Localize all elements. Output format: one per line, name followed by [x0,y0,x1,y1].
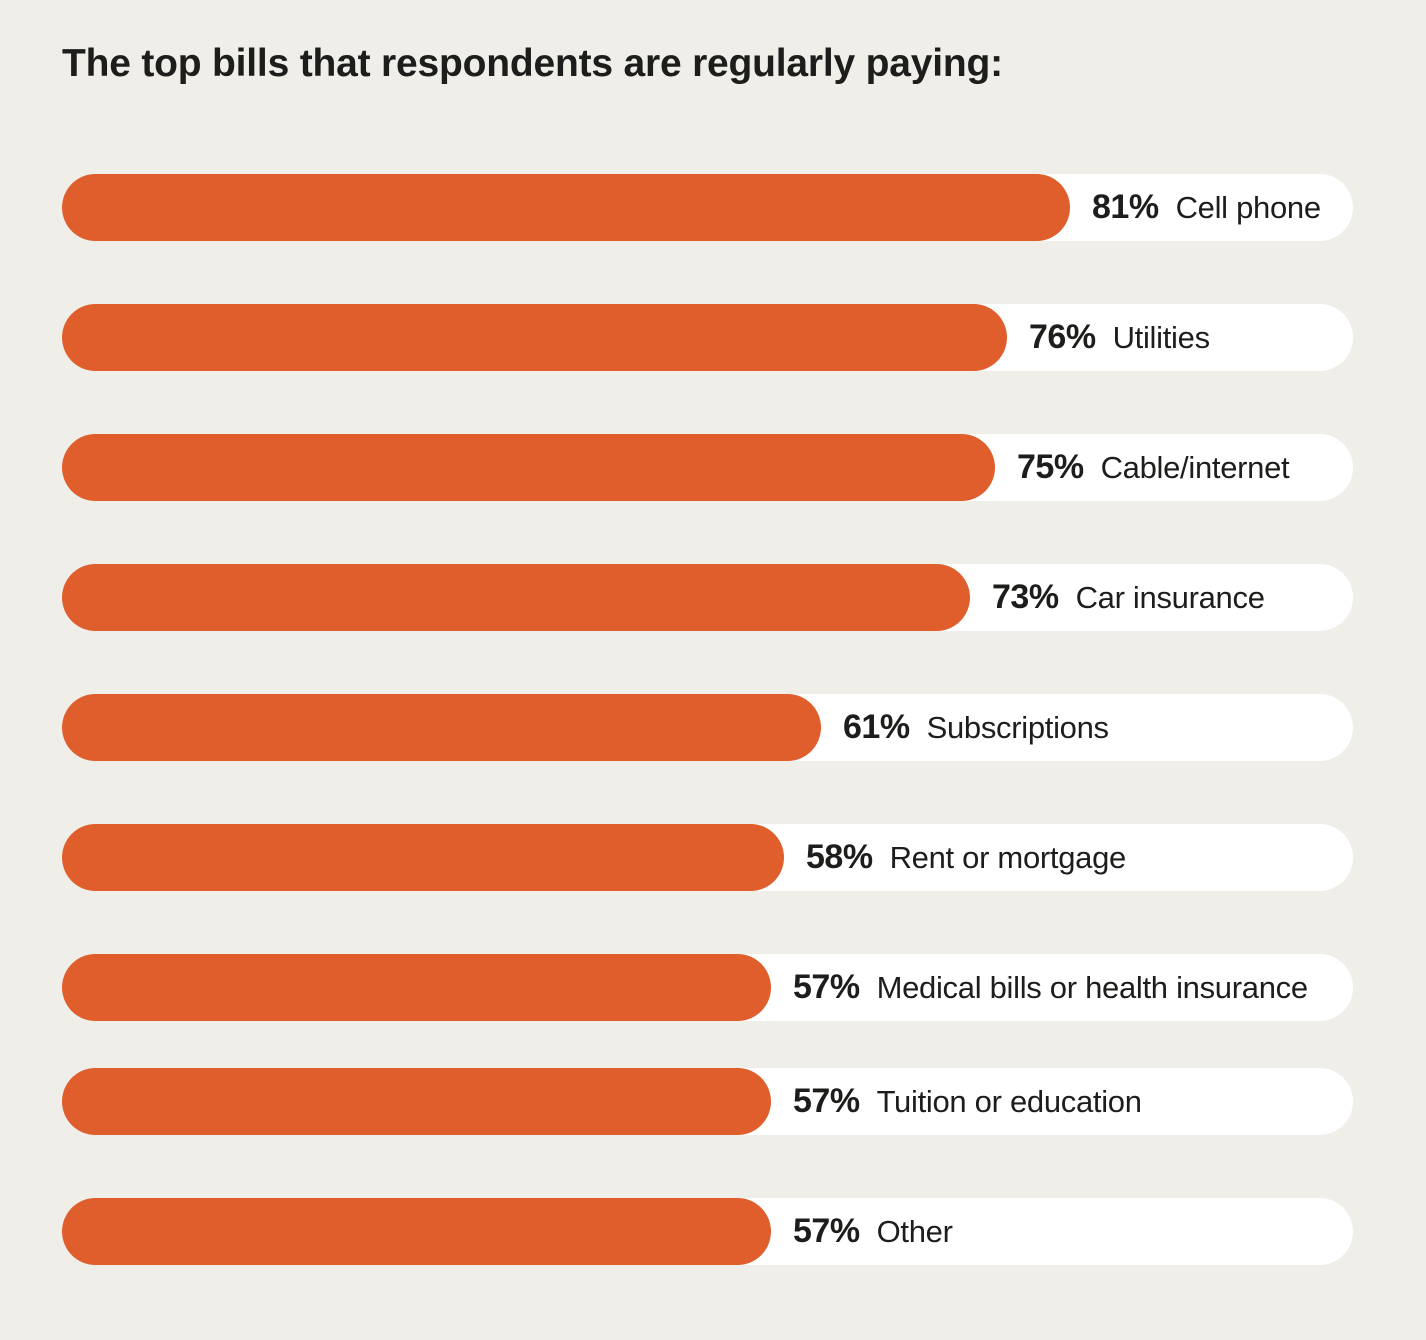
bar-category: Utilities [1112,319,1211,355]
bar-labels: 76% Utilities [1029,304,1210,371]
bar-category: Other [876,1213,953,1249]
bar [62,564,970,631]
bar [62,1068,771,1135]
bar-labels: 57% Other [793,1198,953,1265]
bar-row: 73% Car insurance [62,564,1353,631]
bar-labels: 81% Cell phone [1092,174,1321,241]
bar-value: 57% [793,1212,860,1250]
bar-value: 81% [1092,188,1159,226]
bar-row: 58% Rent or mortgage [62,824,1353,891]
bar-row: 75% Cable/internet [62,434,1353,501]
bar-labels: 57% Tuition or education [793,1068,1142,1135]
bar [62,824,784,891]
bar-category: Medical bills or health insurance [876,969,1309,1005]
bar-category: Tuition or education [876,1083,1142,1119]
bar-value: 57% [793,968,860,1006]
bar [62,174,1070,241]
bar-row: 61% Subscriptions [62,694,1353,761]
bar [62,694,821,761]
bar [62,1198,771,1265]
bar [62,954,771,1021]
bar-row: 57% Tuition or education [62,1068,1353,1135]
bar-rows: 81% Cell phone 76% Utilities 75% Cable/i… [62,174,1353,1265]
bar-row: 57% Medical bills or health insurance [62,954,1353,1021]
bar-category: Cable/internet [1100,449,1290,485]
bar-category: Cell phone [1175,189,1322,225]
bar-value: 75% [1017,448,1084,486]
bar-labels: 75% Cable/internet [1017,434,1290,501]
bar-value: 58% [806,838,873,876]
bar-row: 57% Other [62,1198,1353,1265]
bar-category: Car insurance [1075,579,1265,615]
bar-value: 73% [992,578,1059,616]
bar-labels: 57% Medical bills or health insurance [793,954,1308,1021]
bar-value: 61% [843,708,910,746]
bar-labels: 61% Subscriptions [843,694,1109,761]
bar-value: 76% [1029,318,1096,356]
bar-category: Subscriptions [926,709,1110,745]
chart-title: The top bills that respondents are regul… [62,42,1003,85]
bar-labels: 73% Car insurance [992,564,1265,631]
bar-row: 76% Utilities [62,304,1353,371]
bar-labels: 58% Rent or mortgage [806,824,1126,891]
bar-value: 57% [793,1082,860,1120]
bar-row: 81% Cell phone [62,174,1353,241]
bar-category: Rent or mortgage [889,839,1127,875]
bar [62,434,995,501]
bar [62,304,1007,371]
